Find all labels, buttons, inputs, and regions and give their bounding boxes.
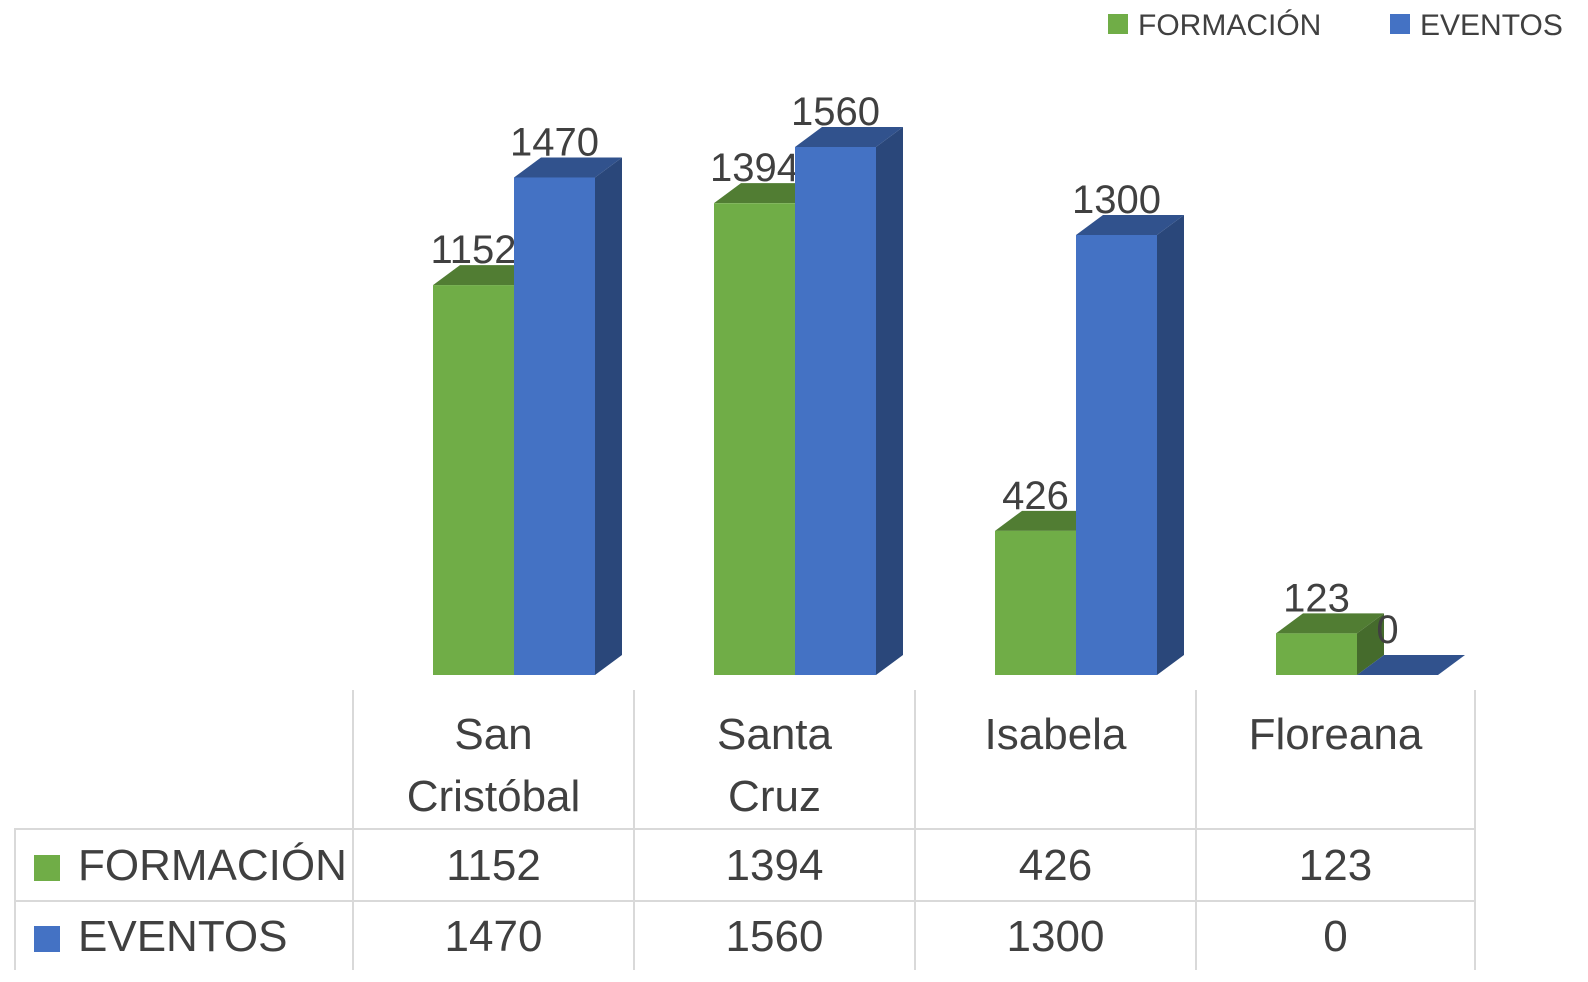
series-name: FORMACIÓN (78, 841, 347, 890)
bar-front (714, 203, 795, 675)
bar-front (1276, 633, 1357, 675)
bar-side (1357, 613, 1384, 675)
bar (514, 157, 622, 675)
bar (795, 127, 903, 675)
data-label: 426 (1002, 474, 1069, 518)
bar-top (514, 157, 622, 178)
category-label: Isabela (914, 690, 1195, 828)
data-label: 1560 (791, 90, 880, 134)
bar-front (795, 147, 876, 675)
bar-side (1157, 215, 1184, 675)
series-name: EVENTOS (78, 912, 288, 961)
bar (1276, 613, 1384, 675)
bar-top (1276, 613, 1384, 634)
table-value: 1560 (633, 900, 914, 970)
bar-top (1076, 215, 1184, 235)
bar-top (795, 127, 903, 147)
data-label: 0 (1376, 608, 1398, 652)
table-value: 426 (914, 828, 1195, 900)
data-label: 1152 (430, 228, 516, 272)
bar-front (433, 285, 514, 675)
category-label: Floreana (1195, 690, 1476, 828)
data-label: 1394 (710, 146, 799, 190)
bar (1357, 655, 1465, 675)
bar-side (876, 127, 903, 675)
data-label: 1300 (1072, 178, 1161, 222)
bar-top (1357, 655, 1465, 675)
category-label: Santa Cruz (633, 690, 914, 828)
table-legend-key (34, 855, 60, 882)
table-legend-key (34, 926, 60, 953)
table-value: 1152 (352, 828, 633, 900)
table-value: 1394 (633, 828, 914, 900)
bar (1076, 215, 1184, 675)
table-value: 1470 (352, 900, 633, 970)
plot: FORMACIÓN EVENTOS 1152 1470 1394 1560 426 1300 1… (430, 9, 1563, 675)
bar-side (595, 157, 622, 675)
bar-front (514, 177, 595, 675)
data-label: 123 (1283, 576, 1350, 620)
legend-label: EVENTOS (1420, 9, 1563, 42)
bar-front (995, 530, 1076, 675)
category-label: San Cristóbal (352, 690, 633, 828)
legend-swatch (1108, 14, 1128, 34)
table-row-header: FORMACIÓN (14, 828, 352, 900)
table-value: 1300 (914, 900, 1195, 970)
legend-swatch (1390, 14, 1410, 34)
table-row-header: EVENTOS (14, 900, 352, 970)
data-label: 1470 (510, 120, 599, 164)
legend-label: FORMACIÓN (1138, 9, 1321, 42)
table-value: 0 (1195, 900, 1476, 970)
bar-front (1076, 235, 1157, 675)
table-value: 123 (1195, 828, 1476, 900)
